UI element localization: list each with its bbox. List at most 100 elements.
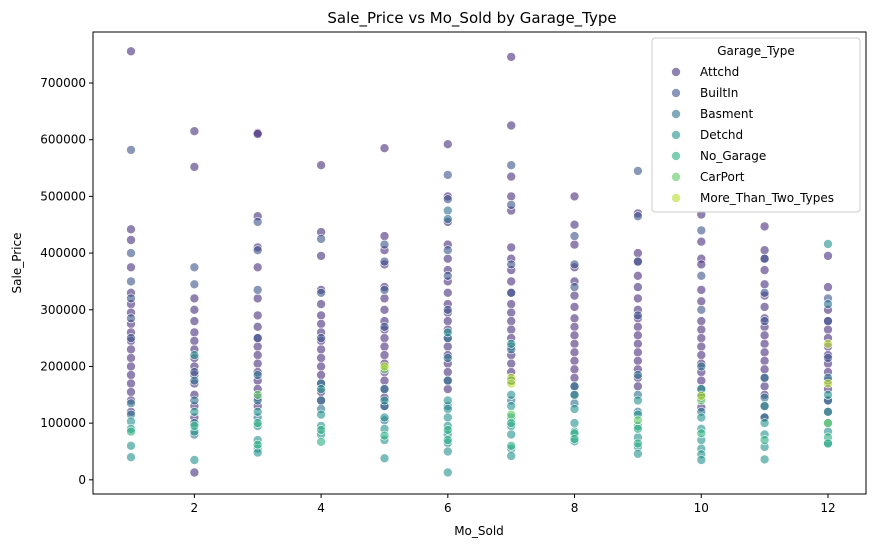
point-builtin-41	[759, 316, 770, 326]
point-builtin-0	[126, 145, 136, 155]
legend-label: CarPort	[700, 170, 745, 184]
point-no-garage-14	[633, 438, 643, 449]
point-basment-29	[696, 361, 707, 372]
point-detchd-23	[442, 395, 453, 406]
point-no-garage-8	[442, 435, 453, 445]
point-more-than-two-types-0	[379, 361, 390, 372]
y-tick-label: 600000	[40, 133, 86, 147]
point-attchd-180	[759, 302, 770, 312]
y-tick-label: 700000	[40, 76, 86, 90]
point-attchd-13	[126, 370, 136, 380]
point-attchd-45	[252, 358, 263, 369]
point-basment-2	[189, 375, 200, 386]
point-attchd-114	[506, 299, 517, 309]
x-tick-label: 10	[694, 501, 709, 515]
legend-box	[651, 37, 861, 213]
point-attchd-129	[569, 290, 580, 301]
point-attchd-78	[379, 350, 390, 360]
point-attchd-194	[823, 282, 833, 292]
point-basment-35	[823, 299, 833, 309]
point-basment-32	[759, 372, 770, 383]
point-basment-24	[569, 381, 580, 392]
point-attchd-131	[569, 313, 580, 324]
point-attchd-19	[189, 162, 200, 172]
point-attchd-138	[569, 372, 580, 383]
y-axis-label: Sale_Price	[10, 233, 24, 294]
point-attchd-57	[316, 319, 326, 329]
point-detchd-49	[633, 448, 643, 459]
point-attchd-161	[696, 285, 707, 295]
y-tick-label: 500000	[40, 189, 86, 203]
point-basment-16	[442, 214, 453, 224]
point-attchd-145	[633, 282, 643, 292]
legend-item-no-garage: No_Garage	[671, 149, 766, 163]
point-detchd-36	[506, 429, 517, 440]
point-attchd-130	[569, 302, 580, 312]
point-builtin-31	[569, 282, 580, 292]
point-more-than-two-types-4	[823, 338, 833, 349]
point-attchd-134	[569, 338, 580, 349]
point-attchd-167	[696, 350, 707, 360]
data-points	[126, 46, 833, 478]
point-attchd-12	[126, 361, 136, 372]
point-attchd-178	[759, 279, 770, 290]
point-detchd-24	[442, 404, 453, 414]
y-tick-label: 0	[78, 473, 86, 487]
point-attchd-68	[379, 231, 390, 241]
point-attchd-170	[696, 375, 707, 386]
y-tick-label: 100000	[40, 416, 86, 430]
point-carport-0	[252, 389, 263, 400]
point-detchd-62	[823, 239, 833, 249]
point-attchd-3	[126, 262, 136, 273]
point-builtin-24	[442, 304, 453, 315]
point-attchd-163	[696, 316, 707, 326]
point-detchd-51	[696, 412, 707, 423]
point-attchd-121	[506, 358, 517, 369]
legend-label: Basment	[700, 107, 754, 121]
point-detchd-31	[506, 338, 517, 349]
point-detchd-57	[759, 401, 770, 411]
point-builtin-19	[379, 321, 390, 332]
point-attchd-73	[379, 304, 390, 315]
point-detchd-33	[506, 401, 517, 411]
point-attchd-2	[126, 235, 136, 245]
point-builtin-29	[569, 231, 580, 241]
legend: Garage_Type Attchd BuiltIn Basment Detchd No…	[651, 37, 861, 213]
point-basment-10	[316, 395, 326, 406]
point-attchd-117	[506, 324, 517, 335]
legend-marker	[671, 151, 681, 161]
legend-marker	[671, 109, 681, 119]
point-attchd-63	[316, 370, 326, 380]
x-tick-label: 6	[444, 501, 452, 515]
point-attchd-149	[633, 321, 643, 332]
point-basment-0	[126, 398, 136, 409]
y-tick-label: 200000	[40, 359, 86, 373]
point-attchd-136	[569, 355, 580, 366]
point-attchd-187	[759, 364, 770, 375]
point-carport-3	[633, 415, 643, 426]
point-no-garage-18	[823, 438, 833, 449]
point-builtin-5	[126, 333, 136, 343]
point-attchd-44	[252, 350, 263, 360]
point-builtin-28	[506, 287, 517, 298]
point-attchd-153	[633, 355, 643, 366]
point-detchd-40	[569, 404, 580, 414]
point-attchd-135	[569, 347, 580, 358]
point-attchd-115	[506, 307, 517, 318]
point-detchd-4	[189, 350, 200, 360]
point-builtin-10	[252, 245, 263, 255]
point-attchd-104	[506, 52, 517, 62]
point-attchd-56	[316, 310, 326, 321]
point-attchd-126	[569, 239, 580, 250]
point-builtin-25	[506, 160, 517, 170]
point-builtin-6	[189, 262, 200, 273]
point-detchd-32	[506, 389, 517, 400]
point-builtin-8	[189, 367, 200, 377]
legend-label: BuiltIn	[700, 86, 738, 100]
x-tick-label: 4	[317, 501, 325, 515]
point-basment-15	[442, 205, 453, 216]
point-attchd-89	[442, 253, 453, 264]
point-detchd-7	[189, 455, 200, 465]
point-attchd-95	[442, 316, 453, 326]
point-attchd-67	[379, 143, 390, 153]
